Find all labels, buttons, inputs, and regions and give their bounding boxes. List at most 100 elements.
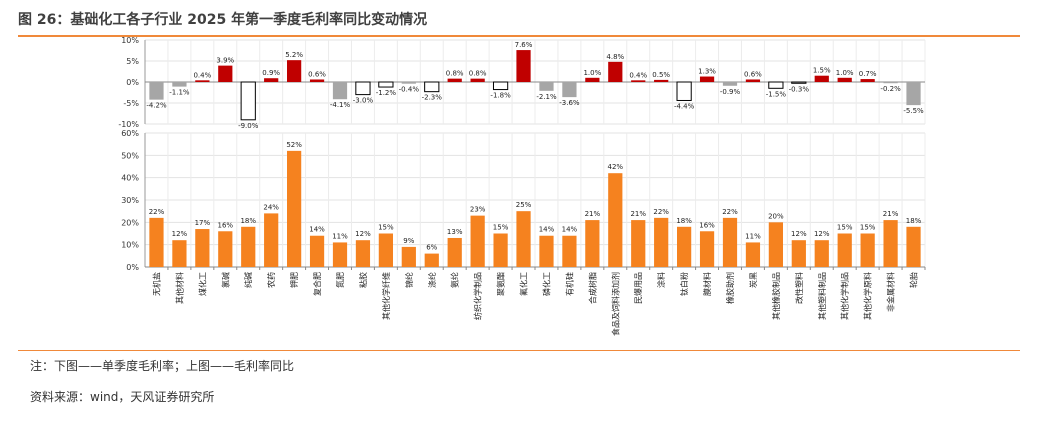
- data-label: 16%: [218, 221, 234, 229]
- y-tick-label: 0%: [126, 263, 139, 272]
- bar: [768, 81, 784, 89]
- bar: [860, 79, 875, 82]
- data-label: 14%: [539, 226, 555, 234]
- data-label: 15%: [837, 224, 853, 232]
- bar: [492, 81, 509, 91]
- x-tick-label: 其他化学纤维: [381, 272, 391, 320]
- x-tick-label: 改性塑料: [794, 272, 804, 304]
- bar: [608, 173, 623, 267]
- data-label: 14%: [562, 226, 578, 234]
- bottom-rule: [18, 350, 1020, 351]
- bar: [699, 76, 715, 82]
- bar: [654, 79, 669, 82]
- data-label: 21%: [630, 210, 646, 218]
- data-label: -1.1%: [169, 89, 190, 97]
- bar: [699, 231, 715, 267]
- x-tick-label: 煤化工: [197, 272, 207, 296]
- bar: [218, 65, 233, 82]
- x-tick-label: 有机硅: [564, 272, 574, 296]
- bar: [264, 78, 279, 82]
- data-label: 16%: [699, 221, 715, 229]
- bar: [676, 81, 692, 101]
- data-label: -0.2%: [880, 85, 901, 93]
- bar: [218, 231, 233, 267]
- data-label: -4.4%: [674, 102, 695, 110]
- bar-charts: 10% 5% 0% -5% -10% -4.2%-1.1% 0.4% 3.9% -9.0% 0.9…: [118, 36, 926, 336]
- bar: [654, 217, 669, 267]
- data-label: -0.4%: [399, 86, 420, 94]
- bar: [745, 79, 761, 82]
- bar: [149, 217, 164, 267]
- data-label: -4.1%: [330, 101, 351, 109]
- data-label: 22%: [653, 208, 669, 216]
- x-tick-label: 食品及饲料添加剂: [610, 272, 620, 336]
- data-label: 42%: [608, 163, 624, 171]
- bar: [906, 226, 921, 267]
- x-tick-label: 聚氨酯: [496, 272, 506, 296]
- x-tick-label: 磷化工: [541, 272, 551, 296]
- data-label: 12%: [814, 230, 830, 238]
- bar: [745, 242, 761, 267]
- y-tick-label: 10%: [121, 36, 139, 45]
- bar: [493, 233, 508, 267]
- data-label: -1.2%: [376, 89, 397, 97]
- data-label: -4.2%: [146, 102, 167, 110]
- data-label: 20%: [768, 212, 784, 220]
- quarterly-margin-chart: 60% 50% 40% 30% 20% 10% 0% 22% 无机盐 12% 其他材料 17% 煤化工 1…: [121, 129, 926, 336]
- x-tick-label: 农药: [266, 272, 276, 288]
- x-tick-label: 氨纶: [450, 272, 460, 288]
- figure-title: 图 26：基础化工各子行业 2025 年第一季度毛利率同比变动情况: [18, 12, 428, 28]
- data-label: -5.5%: [903, 107, 924, 115]
- bar: [195, 80, 210, 82]
- data-label: 0.6%: [308, 70, 326, 78]
- x-tick-label: 其他橡胶制品: [771, 272, 781, 320]
- data-label: -0.3%: [789, 85, 810, 93]
- x-tick-label: 氯碱: [220, 272, 230, 288]
- x-tick-label: 炭黑: [749, 272, 758, 288]
- bar: [539, 82, 554, 91]
- bar: [860, 233, 875, 267]
- figure-note: 注：下图——单季度毛利率；上图——毛利率同比: [30, 359, 295, 373]
- bar: [539, 235, 554, 267]
- bar: [906, 82, 921, 106]
- data-label: 13%: [447, 228, 463, 236]
- bar: [241, 226, 256, 267]
- x-tick-label: 氟化工: [519, 272, 529, 296]
- data-label: 0.5%: [652, 71, 670, 79]
- data-label: 15%: [493, 224, 509, 232]
- bar: [309, 235, 325, 267]
- bar: [814, 75, 829, 82]
- data-label: 22%: [149, 208, 165, 216]
- y-tick-label: 60%: [121, 129, 139, 138]
- x-tick-label: 其他塑料制品: [817, 272, 827, 320]
- data-label: 0.4%: [629, 71, 647, 79]
- data-label: 12%: [355, 230, 371, 238]
- data-label: 1.0%: [583, 69, 601, 77]
- x-tick-label: 锦纶: [404, 272, 414, 288]
- bar: [401, 246, 416, 267]
- bar: [240, 81, 256, 121]
- data-label: 24%: [263, 203, 279, 211]
- bar: [149, 82, 164, 100]
- data-label: 0.9%: [262, 69, 280, 77]
- data-label: 0.7%: [859, 70, 877, 78]
- bar: [677, 226, 692, 267]
- y-tick-label: 10%: [121, 241, 139, 250]
- bar: [585, 77, 600, 82]
- bar: [883, 82, 898, 84]
- data-label: 18%: [906, 217, 922, 225]
- bar: [378, 233, 393, 267]
- bar: [424, 253, 439, 267]
- bar: [562, 82, 577, 98]
- bar: [791, 81, 807, 84]
- data-label: 14%: [309, 226, 325, 234]
- data-label: 15%: [860, 224, 876, 232]
- data-label: -9.0%: [238, 122, 259, 130]
- data-label: 0.8%: [446, 70, 464, 78]
- data-label: 0.6%: [744, 70, 762, 78]
- x-tick-label: 涤纶: [427, 272, 437, 288]
- bar: [791, 240, 806, 267]
- x-tick-label: 非金属材料: [886, 272, 896, 312]
- bar: [837, 233, 852, 267]
- data-label: 21%: [883, 210, 899, 218]
